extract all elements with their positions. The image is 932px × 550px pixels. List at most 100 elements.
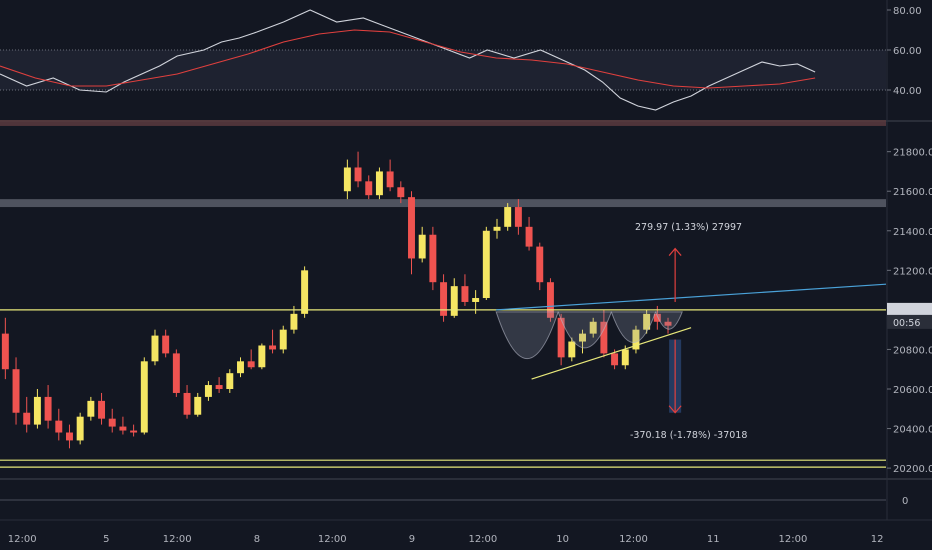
price-tick-label: 20200.00: [893, 464, 932, 475]
x-tick-label: 12:00: [163, 534, 192, 545]
candle-body: [226, 373, 234, 389]
candle-body: [301, 270, 309, 314]
candle-body: [611, 353, 619, 366]
candle-body: [194, 396, 202, 415]
candle-body: [151, 335, 159, 362]
x-tick-label: 12:00: [8, 534, 37, 545]
cup-pattern: [495, 311, 559, 359]
candle-body: [472, 298, 480, 302]
candle-body: [418, 234, 426, 259]
measure-arrow-head: [668, 247, 682, 256]
candle-body: [365, 181, 373, 196]
candle-body: [119, 426, 127, 431]
candle-body: [440, 282, 448, 316]
candle-body: [546, 282, 554, 318]
price-tick-label: 21200.00: [893, 266, 932, 277]
candle-body: [12, 369, 20, 413]
price-tick-label: 21600.00: [893, 187, 932, 198]
target-up-label: 279.97 (1.33%) 27997: [635, 222, 742, 233]
candle-body: [247, 361, 255, 368]
annotations: 279.97 (1.33%) 27997 -370.18 (-1.78%) -37…: [630, 222, 932, 441]
candle-body: [375, 171, 383, 196]
price-axis-highlight: [887, 302, 932, 317]
candle-body: [450, 286, 458, 316]
price-ascending-trendline: [531, 327, 692, 380]
candle-body: [183, 392, 191, 415]
candle-body: [354, 167, 362, 182]
x-tick-label: 9: [409, 534, 415, 545]
price-tick-label: 20600.00: [893, 385, 932, 396]
price-tick-label: 20800.00: [893, 345, 932, 356]
measure-arrow-head: [668, 405, 682, 414]
candle-body: [23, 412, 31, 425]
indicator-signal-line: [0, 29, 816, 89]
x-tick-label: 12:00: [779, 534, 808, 545]
candle-body: [461, 286, 469, 302]
x-tick-label: 12:00: [619, 534, 648, 545]
candle-body: [386, 171, 394, 188]
zones: [0, 120, 886, 208]
candle-body: [130, 430, 138, 433]
x-tick-label: 5: [103, 534, 109, 545]
candle-body: [55, 420, 63, 433]
x-tick-label: 12:00: [468, 534, 497, 545]
candle-body: [482, 230, 490, 299]
candle-body: [632, 329, 640, 350]
cup-pattern: [557, 311, 613, 349]
candle-body: [589, 321, 597, 334]
candle-body: [621, 349, 629, 366]
candle-body: [504, 207, 512, 227]
candle-body: [664, 321, 672, 326]
countdown-badge: [887, 314, 932, 329]
price-zone: [0, 120, 886, 126]
candle-body: [557, 317, 565, 358]
candle-body: [536, 246, 544, 283]
candle-body: [98, 400, 106, 419]
cup-pattern: [654, 311, 683, 330]
x-tick-label: 8: [254, 534, 260, 545]
x-tick-label: 10: [556, 534, 569, 545]
candle-body: [269, 345, 277, 350]
indicator-panel: [0, 9, 886, 111]
x-tick-label: 11: [707, 534, 720, 545]
countdown-label: 00:56: [893, 318, 920, 329]
candle-body: [76, 416, 84, 441]
candle-body: [653, 313, 661, 322]
x-tick-label: 12:00: [318, 534, 347, 545]
overlays: [0, 247, 887, 468]
candle-body: [204, 385, 212, 397]
candle-body: [1, 333, 9, 370]
candle-body: [33, 396, 41, 425]
candle-body: [429, 234, 437, 283]
candle-body: [279, 329, 287, 350]
price-tick-label: 21400.00: [893, 227, 932, 238]
x-tick-label: 12: [871, 534, 884, 545]
candle-body: [290, 313, 298, 330]
indicator-band: [0, 50, 886, 90]
candle-body: [579, 333, 586, 342]
candle-body: [237, 361, 244, 374]
candle-body: [643, 313, 651, 330]
bottom-tick-label: 0: [902, 496, 908, 507]
price-zone: [0, 199, 886, 208]
candle-body: [172, 353, 180, 393]
candle-body: [258, 345, 266, 368]
candle-body: [215, 385, 223, 389]
candle-body: [65, 432, 73, 441]
price-tick-label: 21800.00: [893, 148, 932, 159]
candle-body: [568, 341, 576, 358]
target-down-label: -370.18 (-1.78%) -37018: [630, 430, 747, 441]
candle-body: [140, 361, 148, 433]
indicator-tick-label: 80.00: [893, 6, 922, 17]
candle-body: [343, 167, 351, 192]
price-descending-neckline: [496, 283, 887, 311]
candle-body: [44, 396, 52, 421]
price-panel: [1, 151, 672, 449]
candle-body: [162, 335, 170, 354]
candle-body: [397, 187, 405, 198]
candle-body: [600, 321, 608, 354]
candle-body: [87, 400, 95, 417]
candle-body: [525, 226, 533, 247]
